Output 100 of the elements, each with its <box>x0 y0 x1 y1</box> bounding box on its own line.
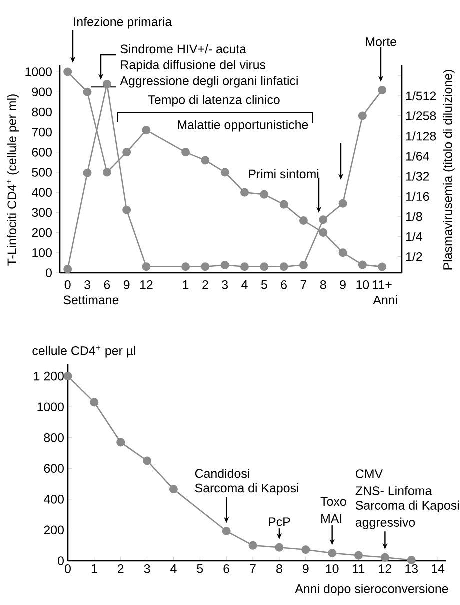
y2-tick-label: 1/512 <box>406 91 436 101</box>
point <box>328 549 337 558</box>
x-axis-title: Anni dopo sieroconversione <box>295 584 448 596</box>
x-tick-label: 11 <box>353 564 365 574</box>
x-tick-label: 1 <box>92 564 98 574</box>
x-tick-label: 7 <box>250 564 256 574</box>
y-tick-label: 300 <box>32 208 52 218</box>
y2-tick-label: 1/258 <box>406 111 436 120</box>
annotation: Tempo di latenza clinico <box>148 95 280 107</box>
y-tick-label: 700 <box>32 128 52 137</box>
point <box>378 262 387 272</box>
text: Sindrome HIV+/- acuta <box>120 44 247 54</box>
annotation: Sarcoma di Kaposi <box>356 500 460 512</box>
x-tick-label: 4 <box>242 280 248 290</box>
point <box>358 260 367 270</box>
y-tick-label: 100 <box>32 248 52 258</box>
y2-tick-label: 1/32 <box>406 172 430 181</box>
x-tick-label: 6 <box>104 280 110 290</box>
text: Infezione primaria <box>74 17 172 29</box>
y-tick-label: 0 <box>46 268 52 278</box>
annotation: Sarcoma di Kaposi <box>195 483 298 496</box>
y2-tick-label: 1/8 <box>406 212 422 222</box>
point <box>354 551 364 560</box>
y-tick-label: 800 <box>44 433 64 442</box>
y-tick-label: 200 <box>32 228 52 238</box>
annotation: PcP <box>269 518 290 526</box>
point <box>201 262 210 272</box>
point <box>319 216 328 224</box>
point <box>407 556 416 564</box>
point <box>90 398 99 407</box>
annotation: Primi sintomi <box>249 169 319 179</box>
annotation: Rapida diffusione del virus <box>121 60 266 72</box>
x-tick-label: 4 <box>170 564 177 574</box>
point <box>240 188 250 197</box>
x-tick-label: 9 <box>340 280 346 290</box>
point <box>358 112 367 120</box>
y-axis-title: cellule CD4$^{+}$ per µl <box>32 346 136 358</box>
point <box>201 156 210 165</box>
y2-tick-label: 1/64 <box>406 152 430 161</box>
y-tick-label: 600 <box>32 148 52 157</box>
y-tick-label: 0 <box>58 556 64 566</box>
y-tick-label: 1 200 <box>34 372 64 381</box>
y-tick-label: 500 <box>32 168 52 177</box>
x-tick-label: 5 <box>261 280 268 290</box>
x-tick-label: 0 <box>64 280 71 290</box>
y-tick-label: 1000 <box>38 402 64 412</box>
point <box>102 168 112 177</box>
x-tick-label: 3 <box>84 280 90 290</box>
point <box>319 228 328 238</box>
x-tick-label: 10 <box>356 280 370 290</box>
point <box>142 126 151 135</box>
annotation: Toxo <box>320 497 346 506</box>
y-tick-label: 200 <box>44 526 64 535</box>
point <box>300 216 308 225</box>
y2-tick-label: 1/16 <box>406 192 430 202</box>
point <box>280 262 288 272</box>
x-tick-label: 1 <box>183 280 189 290</box>
point <box>280 200 288 209</box>
x-tick-label: 9 <box>303 564 309 574</box>
point <box>260 190 269 199</box>
point <box>248 541 258 550</box>
y2-tick-label: 1/128 <box>406 132 436 141</box>
point <box>102 80 112 88</box>
y-tick-label: 400 <box>44 495 64 504</box>
y2-axis-title: Plasmavirusemia (titolo di diluizione) <box>443 70 455 270</box>
point <box>300 260 308 270</box>
x-tick-label: 12 <box>379 564 392 574</box>
annotation: Aggressione degli organi linfatici <box>120 76 298 88</box>
y-axis-title: T-Linfociti CD4$^{+}$ (cellule per ml) <box>7 94 20 266</box>
x-tick-label: 14 <box>432 564 445 574</box>
annotation: MAI <box>322 514 342 524</box>
point <box>64 68 72 76</box>
x-tick-label: 0 <box>65 564 72 574</box>
annotation: ZNS- Linfoma <box>356 486 432 496</box>
point <box>220 260 230 270</box>
y-tick-label: 600 <box>44 464 64 474</box>
point <box>64 264 72 274</box>
point <box>122 206 132 214</box>
point <box>222 527 231 536</box>
x-tick-label: 8 <box>320 280 326 290</box>
point <box>83 88 92 96</box>
y-tick-label: 800 <box>32 108 52 117</box>
x-tick-label: 2 <box>202 280 208 290</box>
x-tick-label: 5 <box>197 564 204 574</box>
x-tick-label: 7 <box>300 280 307 290</box>
point <box>380 553 390 562</box>
point <box>338 199 348 208</box>
annotation: Malattie opportunistiche <box>178 120 308 132</box>
y2-tick-label: 1/4 <box>406 232 423 242</box>
x-tick-label: 2 <box>118 564 124 574</box>
x-tick-label: 6 <box>281 280 288 290</box>
x-tick-label: 10 <box>326 564 339 574</box>
point <box>143 456 152 466</box>
point <box>302 546 310 554</box>
point <box>182 262 190 272</box>
point <box>378 86 387 94</box>
text: Settimane <box>64 295 119 305</box>
point <box>64 372 72 381</box>
point <box>170 485 178 494</box>
x-tick-label: 3 <box>222 280 228 290</box>
